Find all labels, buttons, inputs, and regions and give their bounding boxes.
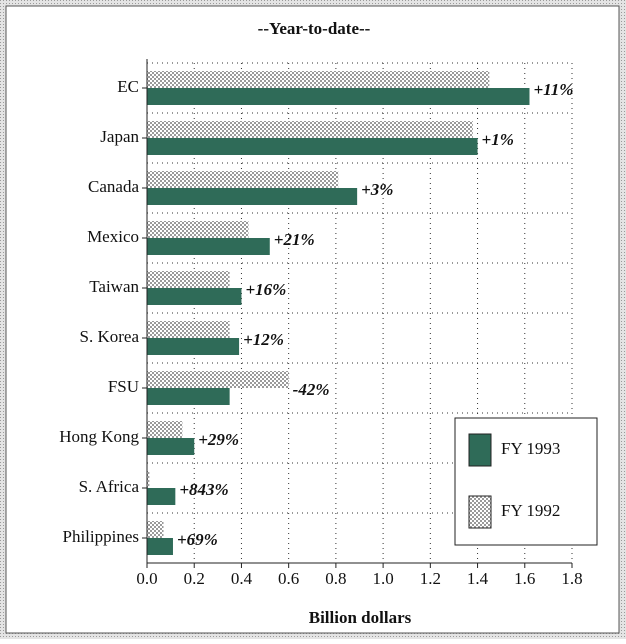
legend-label: FY 1992	[501, 501, 560, 520]
x-tick-label: 1.4	[467, 569, 489, 588]
annotation: +11%	[534, 80, 574, 99]
bar	[147, 238, 270, 255]
y-tick-label: S. Korea	[80, 327, 140, 346]
annotation: +3%	[361, 180, 393, 199]
y-tick-label: Hong Kong	[59, 427, 139, 446]
x-tick-label: 1.8	[561, 569, 582, 588]
bar	[147, 271, 230, 288]
x-tick-label: 1.6	[514, 569, 535, 588]
bar	[147, 188, 358, 205]
annotation: +29%	[198, 430, 239, 449]
bar	[147, 438, 195, 455]
bar	[147, 121, 473, 138]
annotation: +12%	[243, 330, 284, 349]
y-tick-label: Philippines	[62, 527, 139, 546]
x-tick-label: 1.2	[420, 569, 441, 588]
x-tick-label: 0.0	[136, 569, 157, 588]
bar	[147, 421, 183, 438]
legend-swatch	[468, 433, 492, 467]
bar	[147, 471, 150, 488]
annotation: +1%	[482, 130, 514, 149]
y-tick-label: FSU	[108, 377, 139, 396]
annotation: -42%	[293, 380, 330, 399]
bar	[147, 71, 490, 88]
x-tick-label: 0.8	[325, 569, 346, 588]
bar	[147, 321, 230, 338]
x-tick-label: 1.0	[372, 569, 393, 588]
legend-label: FY 1993	[501, 439, 560, 458]
bar	[147, 138, 478, 155]
annotation: +69%	[177, 530, 218, 549]
annotation: +843%	[179, 480, 228, 499]
annotation: +21%	[274, 230, 315, 249]
legend-swatch	[468, 495, 492, 529]
y-tick-label: Japan	[100, 127, 139, 146]
bar	[147, 338, 240, 355]
bar	[147, 388, 230, 405]
y-tick-label: EC	[117, 77, 139, 96]
bar	[147, 288, 242, 305]
bar	[147, 171, 339, 188]
bar	[147, 88, 530, 105]
bar	[147, 538, 173, 555]
x-axis-label: Billion dollars	[309, 608, 412, 627]
x-tick-label: 0.2	[184, 569, 205, 588]
annotation: +16%	[245, 280, 286, 299]
x-tick-label: 0.6	[278, 569, 299, 588]
bar	[147, 488, 176, 505]
chart-title: --Year-to-date--	[258, 19, 371, 38]
bar	[147, 371, 289, 388]
x-tick-label: 0.4	[231, 569, 253, 588]
y-tick-label: Mexico	[87, 227, 139, 246]
bar	[147, 221, 249, 238]
y-tick-label: Canada	[88, 177, 139, 196]
bar	[147, 521, 164, 538]
y-tick-label: S. Africa	[79, 477, 140, 496]
y-tick-label: Taiwan	[89, 277, 139, 296]
